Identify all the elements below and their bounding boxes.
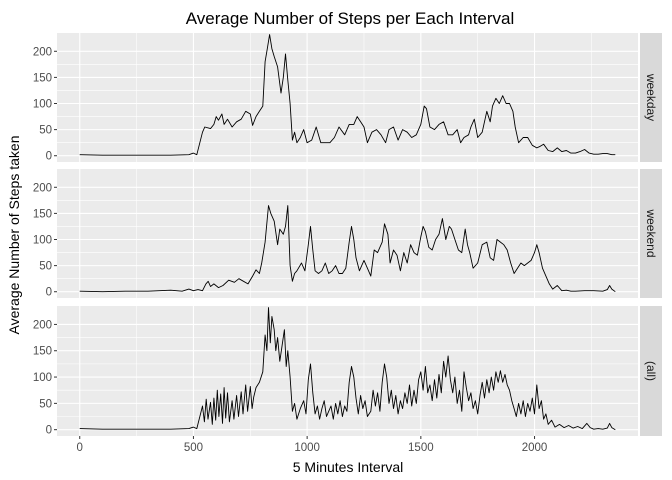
y-tick-label: 0 — [46, 151, 52, 163]
facet-panel-1: 0 50 100 150 200 weekend — [33, 169, 662, 299]
y-tick-label: 50 — [39, 398, 52, 410]
x-axis-title: 5 Minutes Interval — [293, 459, 404, 475]
series-line-weekday — [79, 34, 616, 156]
series-line-weekend — [79, 205, 616, 293]
y-axis-title: Average Number of Steps taken — [6, 136, 22, 335]
y-tick-label: 50 — [39, 125, 52, 137]
y-tick-label: 150 — [33, 72, 52, 84]
facet-strip — [640, 169, 662, 298]
y-tick-label: 100 — [33, 99, 52, 111]
y-tick-label: 50 — [39, 261, 52, 273]
facet-strip-label: weekday — [644, 73, 658, 121]
y-tick-label: 0 — [46, 287, 52, 299]
facet-strip-label: (all) — [644, 361, 658, 381]
y-tick-label: 100 — [33, 372, 52, 384]
facet-panel-2: 0 50 100 150 200 (all) — [33, 306, 662, 437]
y-tick-label: 200 — [33, 182, 52, 194]
facet-strip — [640, 306, 662, 436]
y-tick-label: 100 — [33, 235, 52, 247]
y-tick-label: 200 — [33, 46, 52, 58]
x-tick-label: 2000 — [522, 442, 548, 454]
x-tick-label: 0 — [77, 442, 83, 454]
panel-background — [57, 169, 638, 298]
facet-strip-label: weekend — [644, 208, 658, 257]
chart-title: Average Number of Steps per Each Interva… — [186, 9, 515, 28]
y-tick-label: 0 — [46, 425, 52, 437]
facet-panel-0: 0 50 100 150 200 weekday — [33, 33, 662, 163]
x-tick-label: 1500 — [408, 442, 434, 454]
y-tick-label: 150 — [33, 208, 52, 220]
panel-background — [57, 33, 638, 162]
panel-background — [57, 306, 638, 436]
y-tick-label: 150 — [33, 346, 52, 358]
series-line-all — [79, 307, 616, 431]
x-tick-label: 500 — [184, 442, 203, 454]
y-tick-label: 200 — [33, 319, 52, 331]
x-tick-label: 1000 — [294, 442, 320, 454]
facet-strip — [640, 33, 662, 162]
